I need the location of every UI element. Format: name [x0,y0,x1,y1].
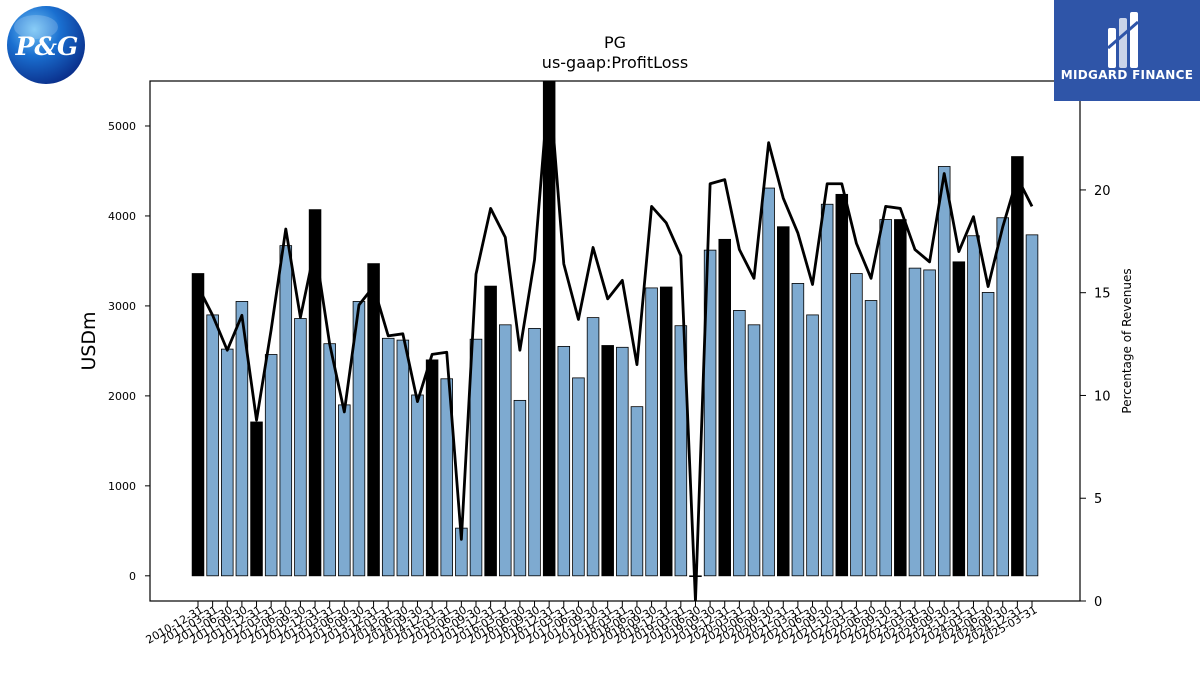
bar-2012-03-31 [264,354,278,577]
y-tick-label: 2000 [108,390,136,403]
y2-tick-label: 15 [1094,287,1111,302]
midgard-finance-logo: MIDGARD FINANCE [1054,0,1200,101]
bar-2013-12-31 [367,263,380,577]
y-tick-label: 0 [129,570,136,583]
bar-2014-06-30 [396,339,410,577]
bar-2016-03-31 [499,324,512,577]
bar-2021-12-31 [835,193,849,577]
bar-2018-06-30 [630,406,644,577]
bar-2012-09-30 [294,318,307,577]
bar-2024-03-31 [967,235,980,577]
left-y-axis: 0 1000 2000 3000 4000 5000 [108,120,150,583]
bar-2011-09-30 [235,301,249,577]
bar-2019-03-31 [674,325,688,577]
bar-2021-03-31 [791,283,805,577]
y2-tick-label: 0 [1094,595,1102,610]
bar-2014-09-30 [411,394,424,577]
bar-2016-09-30 [528,327,541,577]
bar-2015-03-31 [440,378,453,577]
percentage-of-revenues-line [196,81,1034,601]
bar-2017-03-31 [557,345,571,577]
bar-2017-06-30 [572,377,585,577]
percentage-line-layer [196,81,1034,601]
y2-tick-label: 20 [1094,184,1111,199]
bar-2018-09-30 [645,287,658,577]
bar-2023-06-30 [923,269,936,577]
bar-2023-12-31 [952,261,966,577]
bar-2013-06-30 [338,404,351,577]
midgard-logo-text: MIDGARD FINANCE [1060,68,1194,82]
bar-2022-09-30 [879,219,892,577]
bar-series [191,81,1039,578]
bar-2016-12-31 [542,81,556,577]
bar-2022-06-30 [864,300,878,577]
bar-2011-06-30 [221,348,234,577]
y-tick-label: 1000 [108,480,136,493]
bar-2021-09-30 [820,203,834,577]
bar-2013-09-30 [352,301,366,577]
bar-2012-06-30 [279,245,293,577]
bar-2015-12-31 [484,285,497,577]
y2-tick-label: 5 [1094,492,1102,507]
bar-2022-03-31 [850,273,863,577]
bar-2024-06-30 [981,292,995,577]
right-y-axis: 0510152025 [1080,81,1111,610]
bar-2013-03-31 [323,343,336,577]
pg-logo-text: P&G [15,32,79,61]
bar-2020-12-31 [777,226,790,577]
bar-2012-12-31 [308,209,322,577]
y-tick-label: 3000 [108,300,136,313]
pg-logo: P&G [6,5,86,85]
bar-2018-12-31 [659,286,673,577]
bar-2011-03-31 [206,314,219,577]
bar-2024-09-30 [996,217,1009,577]
x-axis: 2010-12-312011-03-312011-06-302011-09-30… [144,601,1040,647]
plot-frame [149,80,1081,602]
bar-2025-03-31 [1025,234,1039,577]
bar-2018-03-31 [616,346,629,577]
y2-axis-label: Percentage of Revenues [1120,268,1134,413]
bar-2024-12-31 [1011,156,1024,577]
chart-title: PG [604,33,626,52]
y-tick-label: 5000 [108,120,136,133]
bar-2014-12-31 [425,359,439,577]
bar-2019-12-31 [718,238,731,577]
chart-subtitle: us-gaap:ProfitLoss [542,53,688,72]
bar-2010-12-31 [191,273,205,577]
bar-2019-09-30 [703,249,717,577]
y2-tick-label: 10 [1094,389,1111,404]
bar-2015-09-30 [469,338,483,577]
bar-2020-09-30 [762,187,775,577]
bar-2017-12-31 [601,345,614,577]
bar-2022-12-31 [894,219,907,577]
bar-2016-06-30 [513,399,527,577]
bar-2021-06-30 [806,314,819,577]
midgard-mark-icon [1107,12,1139,68]
y-tick-label: 4000 [108,210,136,223]
bar-2011-12-31 [250,421,263,577]
bar-2014-03-31 [381,337,395,577]
y-axis-label: USDm [78,311,100,370]
bar-2020-03-31 [733,310,746,577]
bar-2023-09-30 [937,166,951,577]
bar-2020-06-30 [747,324,761,577]
bar-2023-03-31 [908,267,922,577]
bar-2017-09-30 [586,317,600,577]
